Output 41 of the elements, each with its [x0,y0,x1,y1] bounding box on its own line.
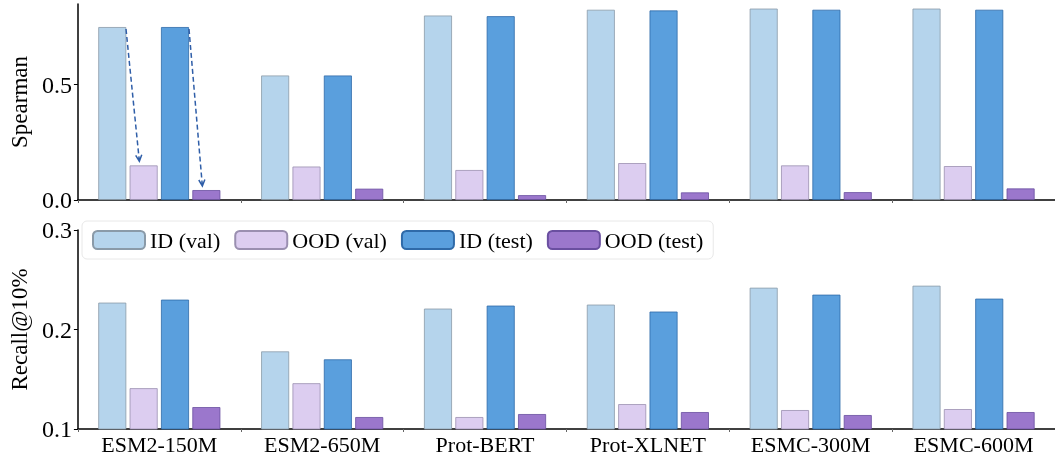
bar [975,9,1004,200]
y-axis-title: Recall@10% [7,268,32,391]
legend-label: OOD (test) [604,227,704,253]
bar [586,9,615,200]
bar [486,16,515,200]
bar [455,170,484,200]
bar [649,10,678,200]
bar [423,15,452,200]
bar [261,75,290,200]
bar [680,192,709,200]
bar [161,27,190,200]
y-tick-label: 0.3 [41,217,72,243]
y-tick-label: 0.5 [41,71,72,98]
bar [192,190,221,200]
bar [292,166,321,200]
x-tick-label: ESM2-150M [101,431,218,457]
bar [812,9,841,200]
bar [355,188,384,200]
y-tick-label: 0.0 [41,187,72,213]
bar [323,75,352,200]
bar [781,165,810,200]
bar [749,8,778,200]
bar [843,192,872,200]
bar [912,8,941,200]
bar [943,166,972,200]
legend-label: ID (test) [458,227,533,253]
bar [518,195,547,200]
bar [1006,188,1035,200]
legend-label: ID (val) [150,227,221,253]
y-tick-label: 0.1 [41,416,72,442]
x-tick-label: Prot-XLNET [589,431,707,457]
bar [129,165,158,200]
bar [618,163,647,200]
x-tick-label: ESMC-600M [913,431,1034,457]
bar [98,27,127,200]
x-tick-label: ESMC-300M [750,431,871,457]
y-tick-label: 0.2 [41,316,72,343]
x-tick-label: ESM2-650M [264,431,381,457]
x-tick-label: Prot-BERT [435,431,536,457]
legend-label: OOD (val) [292,227,387,253]
y-axis-title: Spearman [7,55,32,148]
